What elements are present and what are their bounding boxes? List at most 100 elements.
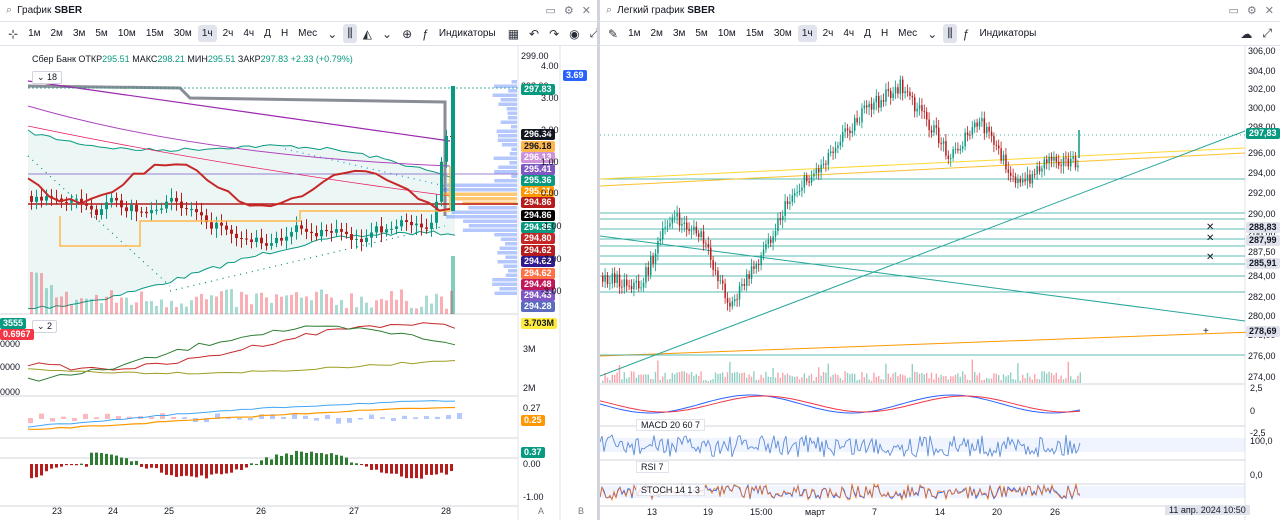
timeframe-0[interactable]: 1м [28,28,41,39]
volume-bar [40,273,43,314]
volume-bar [300,297,303,314]
timeframe-2[interactable]: 3м [72,28,86,39]
timeframe-6[interactable]: 30м [773,28,792,39]
indicators-icon[interactable]: ƒ [962,26,970,41]
pencil-icon[interactable]: ✎ [608,26,619,41]
crosshair-icon[interactable]: ⊹ [8,26,19,41]
volume-bar [849,374,851,383]
volume-profile-bar [496,129,517,133]
indicators-icon[interactable]: ƒ [422,26,429,41]
chevron-down-icon[interactable]: ⌄ [327,26,338,41]
timeframe-12[interactable]: Мес [898,28,918,39]
timeframe-1[interactable]: 2м [50,28,63,39]
timeframe-7[interactable]: 1ч [797,25,817,42]
volume-bar [770,377,772,383]
timeframe-3[interactable]: 5м [695,28,708,39]
candle-body [195,209,198,213]
volume-profile-bar [508,89,517,93]
volume-bar [875,376,877,383]
volume-profile-bar [492,282,517,286]
corner-a[interactable]: A [538,506,545,516]
histogram-bar [237,418,242,420]
expand-icon[interactable]: ⤢ [589,26,597,40]
volume-bar [1010,372,1012,383]
timeframe-4[interactable]: 10м [717,28,736,39]
left-price-tick: 294.48 [521,279,555,290]
volume-bar [120,297,123,314]
timeframe-11[interactable]: Н [280,28,289,39]
timeframe-5[interactable]: 15м [145,28,164,39]
panel-divider[interactable] [597,0,600,520]
sub-indicator-counter[interactable]: ⌄ 2 [32,320,58,333]
alert-close-icon[interactable]: ✕ [1206,233,1215,244]
candle-body [909,92,911,97]
candle-type-icon[interactable]: ⫼ [943,24,957,43]
macd-histogram-bar [30,464,33,479]
timeframe-9[interactable]: 4ч [243,28,255,39]
timeframe-2[interactable]: 3м [672,28,686,39]
timeframe-5[interactable]: 15м [745,28,764,39]
timeframe-8[interactable]: 2ч [822,28,834,39]
timeframe-0[interactable]: 1м [628,28,641,39]
stoch-label[interactable]: STOCH 14 1 3 [636,484,705,496]
volume-bar [1043,371,1045,383]
chevron-down-icon[interactable]: ⌄ [382,26,393,41]
right-symbol[interactable]: SBER [687,5,716,16]
alert-close-icon[interactable]: ✕ [1206,252,1215,263]
search-icon[interactable]: ⌕ [606,4,613,16]
close-icon[interactable]: ✕ [1264,5,1274,17]
settings-icon[interactable]: ⚙ [563,5,574,17]
corner-b[interactable]: B [578,506,585,516]
macd-histogram-bar [370,464,373,470]
volume-bar [976,375,978,383]
timeframe-4[interactable]: 10м [117,28,136,39]
area-chart-icon[interactable]: ◭ [362,26,373,41]
timeframe-8[interactable]: 2ч [222,28,234,39]
camera-icon[interactable]: ◉ [569,26,580,41]
minimize-icon[interactable]: ▭ [1228,5,1239,17]
left-symbol[interactable]: SBER [54,5,83,16]
macd-tick: 0 [1250,406,1256,416]
close-icon[interactable]: ✕ [581,5,591,17]
timeframe-1[interactable]: 2м [650,28,663,39]
timeframe-10[interactable]: Д [264,28,271,39]
macd-histogram-bar [50,464,53,469]
candle-type-icon[interactable]: ⫼ [343,24,357,43]
volume-bar [854,373,856,383]
left-chart-canvas[interactable] [0,46,597,520]
indicator-counter[interactable]: ⌄ 18 [32,71,63,84]
undo-icon[interactable]: ↶ [529,26,540,41]
add-alert-icon[interactable]: + [1203,326,1209,337]
timeframe-7[interactable]: 1ч [197,25,217,42]
timeframe-12[interactable]: Мес [298,28,318,39]
macd-tick: 2,5 [1250,383,1263,393]
timeframe-6[interactable]: 30м [173,28,192,39]
settings-icon[interactable]: ⚙ [1246,5,1257,17]
candle-body [395,226,398,229]
chevron-down-icon[interactable]: ⌄ [927,26,938,41]
macd-label[interactable]: MACD 20 60 7 [636,419,706,431]
volume-bar [1034,374,1036,383]
volume-profile-bar [498,102,517,106]
cloud-icon[interactable]: ☁ [1240,26,1253,41]
timeframe-9[interactable]: 4ч [843,28,855,39]
candle-body [777,218,779,232]
rsi-label[interactable]: RSI 7 [636,461,669,473]
timeframe-10[interactable]: Д [864,28,871,39]
volume-bar [1000,380,1002,383]
indicators-button[interactable]: Индикаторы [438,28,496,39]
candle-body [846,128,849,131]
candle-body [916,108,918,112]
expand-icon[interactable]: ⤢ [1262,26,1272,40]
redo-icon[interactable]: ↷ [549,26,560,41]
minimize-icon[interactable]: ▭ [545,5,556,17]
timeframe-11[interactable]: Н [880,28,889,39]
sub1-left-tick: 0000 [0,387,21,397]
indicators-button[interactable]: Индикаторы [979,28,1037,39]
timeframe-3[interactable]: 5м [95,28,108,39]
add-compare-icon[interactable]: ⊕ [402,26,413,41]
search-icon[interactable]: ⌕ [6,4,13,16]
right-chart-canvas[interactable] [600,46,1280,520]
alert-close-icon[interactable]: ✕ [1206,222,1215,233]
layout-grid-icon[interactable]: ▦ [507,26,520,41]
